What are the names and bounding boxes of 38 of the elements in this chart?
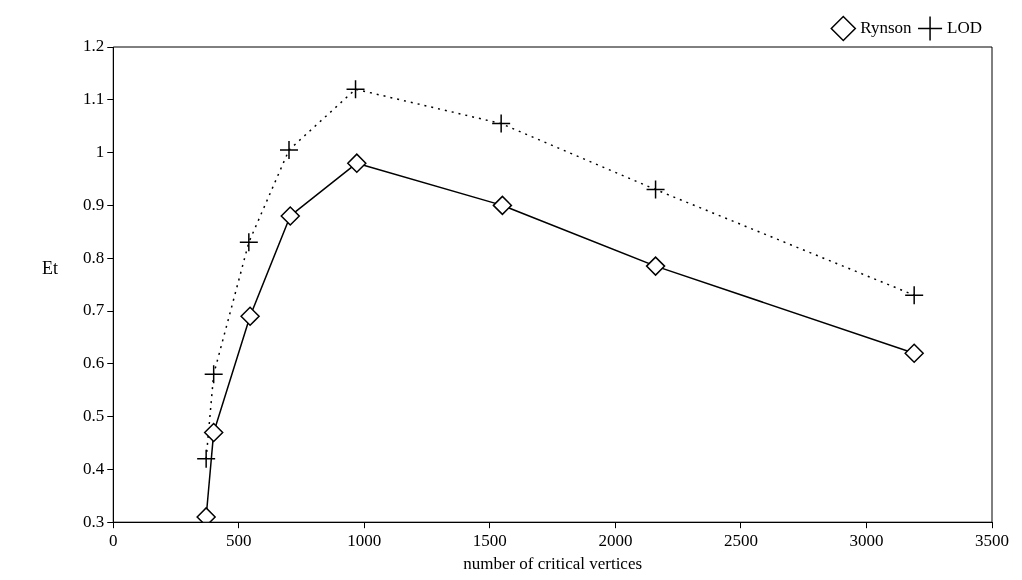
x-axis-title: number of critical vertices <box>463 554 643 574</box>
x-tick-label: 1500 <box>472 530 507 550</box>
y-tick-label: 1.1 <box>83 89 105 109</box>
x-tick-label: 2500 <box>723 530 758 550</box>
legend-label: LOD <box>947 17 983 37</box>
y-tick-label: 0.4 <box>83 458 105 478</box>
point <box>904 343 924 363</box>
y-tick-label: 0.5 <box>83 406 105 426</box>
point <box>240 306 260 327</box>
legend-label: Rynson <box>860 17 913 37</box>
point <box>196 507 216 523</box>
y-tick-label: 0.7 <box>83 300 105 320</box>
x-tick-label: 2000 <box>598 530 633 550</box>
point <box>347 153 367 173</box>
point <box>492 195 513 216</box>
point <box>904 285 924 305</box>
point <box>280 206 301 226</box>
x-tick-label: 3000 <box>849 530 884 550</box>
y-tick-label: 1.2 <box>83 36 105 56</box>
point <box>203 422 224 443</box>
point <box>645 256 666 276</box>
x-tick-label: 500 <box>226 530 252 550</box>
point <box>279 140 299 160</box>
point <box>239 232 259 253</box>
point <box>491 113 511 134</box>
point <box>203 364 224 385</box>
y-axis-title: Et <box>42 258 58 279</box>
point <box>645 179 666 200</box>
x-tick-label: 1000 <box>347 530 382 550</box>
y-tick-label: 0.8 <box>83 247 105 267</box>
y-tick-label: 1 <box>95 142 105 162</box>
point <box>196 449 216 469</box>
y-tick-label: 0.6 <box>83 353 105 373</box>
point <box>345 79 366 99</box>
y-tick-label: 0.9 <box>83 194 105 214</box>
x-tick-label: 0 <box>109 530 118 550</box>
x-tick-label: 3500 <box>975 530 1009 550</box>
y-tick-label: 0.3 <box>83 511 105 531</box>
